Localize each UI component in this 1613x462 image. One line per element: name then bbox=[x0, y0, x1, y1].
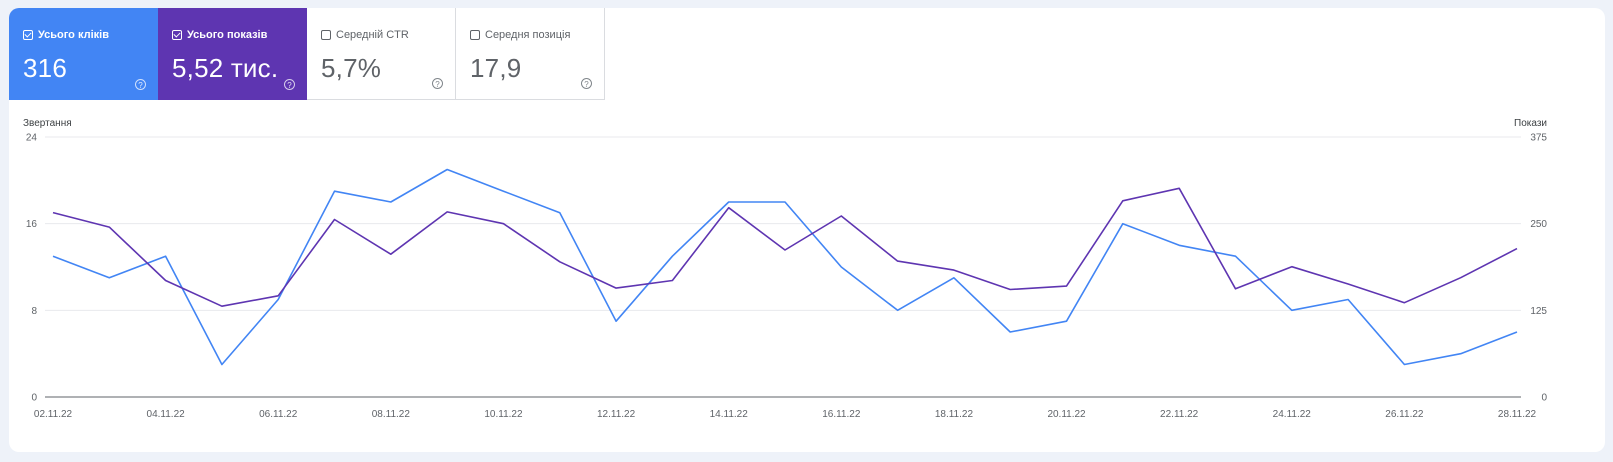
x-tick-label: 20.11.22 bbox=[1047, 409, 1086, 420]
tile-average-position[interactable]: Середня позиція 17,9 ? bbox=[456, 8, 605, 100]
x-tick-label: 08.11.22 bbox=[372, 409, 411, 420]
help-icon[interactable]: ? bbox=[432, 78, 443, 89]
help-icon[interactable]: ? bbox=[581, 78, 592, 89]
x-tick-label: 02.11.22 bbox=[34, 409, 73, 420]
tile-value: 5,52 тис. bbox=[172, 53, 279, 83]
tile-label: Усього кліків bbox=[38, 29, 109, 41]
help-icon[interactable]: ? bbox=[284, 79, 295, 90]
tile-label: Середня позиція bbox=[485, 29, 571, 41]
x-tick-label: 16.11.22 bbox=[822, 409, 861, 420]
tile-value: 5,7% bbox=[321, 53, 382, 83]
performance-chart: Звертання Покази 24 375 16 250 8 125 0 0 02.11.… bbox=[23, 118, 1548, 420]
performance-card: Усього кліків 316 ? Усього показів 5,52 … bbox=[9, 8, 1605, 452]
y-axis-left-title: Звертання bbox=[23, 118, 72, 129]
x-tick-label: 10.11.22 bbox=[484, 409, 523, 420]
y-ticks: 24 375 16 250 8 125 0 0 bbox=[26, 133, 1548, 404]
y-tick-right: 125 bbox=[1530, 306, 1547, 317]
tile-value: 316 bbox=[23, 53, 67, 83]
x-tick-label: 26.11.22 bbox=[1385, 409, 1424, 420]
x-tick-label: 22.11.22 bbox=[1160, 409, 1199, 420]
tile-average-ctr[interactable]: Середній CTR 5,7% ? bbox=[307, 8, 456, 100]
tile-total-clicks[interactable]: Усього кліків 316 ? bbox=[9, 8, 158, 100]
x-tick-label: 28.11.22 bbox=[1498, 409, 1537, 420]
gridlines bbox=[45, 136, 1521, 398]
y-tick-right: 250 bbox=[1530, 219, 1547, 230]
y-tick-left: 16 bbox=[26, 219, 38, 230]
tile-header: Усього показів bbox=[172, 28, 293, 42]
tile-label: Усього показів bbox=[187, 29, 268, 41]
x-tick-label: 12.11.22 bbox=[597, 409, 636, 420]
y-tick-left: 0 bbox=[31, 393, 37, 404]
series-line-impressions bbox=[52, 187, 1518, 308]
x-ticks: 02.11.22 04.11.22 06.11.22 08.11.22 10.11.22… bbox=[34, 409, 1537, 420]
help-icon[interactable]: ? bbox=[135, 79, 146, 90]
tile-header: Середній CTR bbox=[321, 28, 441, 42]
tile-value: 17,9 bbox=[470, 53, 522, 83]
y-tick-left: 24 bbox=[26, 133, 38, 144]
y-tick-right: 0 bbox=[1541, 393, 1547, 404]
checkbox-icon[interactable] bbox=[321, 30, 331, 40]
x-tick-label: 18.11.22 bbox=[935, 409, 974, 420]
x-tick-label: 06.11.22 bbox=[259, 409, 298, 420]
y-axis-right-title: Покази bbox=[1514, 118, 1547, 129]
tile-total-impressions[interactable]: Усього показів 5,52 тис. ? bbox=[158, 8, 307, 100]
metric-tiles: Усього кліків 316 ? Усього показів 5,52 … bbox=[9, 8, 605, 100]
y-tick-left: 8 bbox=[31, 306, 37, 317]
x-tick-label: 14.11.22 bbox=[710, 409, 749, 420]
series-line-clicks bbox=[52, 168, 1518, 366]
tile-label: Середній CTR bbox=[336, 29, 409, 41]
y-tick-right: 375 bbox=[1530, 133, 1547, 144]
x-tick-label: 24.11.22 bbox=[1273, 409, 1312, 420]
tile-header: Усього кліків bbox=[23, 28, 144, 42]
series-lines bbox=[52, 168, 1518, 366]
checkbox-icon[interactable] bbox=[470, 30, 480, 40]
tile-header: Середня позиція bbox=[470, 28, 590, 42]
checkbox-icon[interactable] bbox=[172, 30, 182, 40]
x-tick-label: 04.11.22 bbox=[147, 409, 186, 420]
checkbox-icon[interactable] bbox=[23, 30, 33, 40]
